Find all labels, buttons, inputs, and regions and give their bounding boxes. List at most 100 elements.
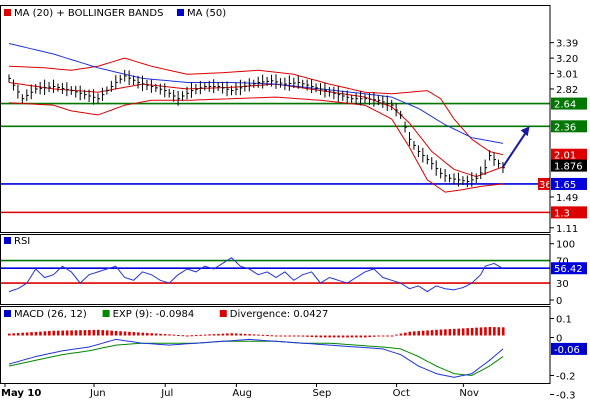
divergence-bar <box>79 330 82 336</box>
legend-swatch <box>177 9 184 16</box>
divergence-bar <box>470 327 474 336</box>
divergence-bar <box>346 335 349 338</box>
divergence-bar <box>404 332 407 336</box>
divergence-bar <box>493 327 496 336</box>
level-1.65-tag-label: 1.65 <box>554 180 576 191</box>
rsi-tick-label: 0 <box>556 296 562 307</box>
rsi-line <box>8 257 504 293</box>
divergence-bar <box>359 335 363 338</box>
rsi-tick-label: 30 <box>556 279 569 290</box>
legend-label: MACD (26, 12) <box>14 309 87 320</box>
divergence-bar <box>484 327 487 336</box>
ma50-line <box>8 43 504 144</box>
level-2.64-tag-bg <box>551 97 587 110</box>
divergence-bar <box>226 333 229 336</box>
divergence-bar <box>288 335 291 337</box>
divergence-bar <box>355 335 358 338</box>
divergence-bar <box>453 328 456 336</box>
divergence-bar <box>301 335 305 337</box>
divergence-bar <box>105 330 109 336</box>
forecast-arrow <box>502 126 530 168</box>
divergence-bar <box>12 333 16 336</box>
divergence-bar <box>297 335 300 337</box>
divergence-bar <box>61 330 64 336</box>
x-tick-label: Aug <box>232 388 252 399</box>
divergence-bar <box>310 335 314 338</box>
divergence-bar <box>243 333 247 336</box>
divergence-bar <box>435 329 438 336</box>
band-tag-bg <box>538 177 550 190</box>
rsi-levels <box>0 259 550 284</box>
rsi-axis: 100 0 70 30 56.42 <box>550 240 587 307</box>
bollinger-lower-band <box>8 96 504 193</box>
divergence-bar <box>101 330 105 336</box>
macd-tick-label: -0.3 <box>556 391 576 400</box>
divergence-bar <box>16 333 20 336</box>
divergence-bar <box>30 332 33 336</box>
legend-label: Divergence: 0.0427 <box>230 309 329 320</box>
divergence-bar <box>283 335 287 337</box>
level-2.36-tag-bg <box>551 120 587 133</box>
legend-label: MA (50) <box>187 8 226 19</box>
divergence-bar <box>399 333 403 336</box>
divergence-bar <box>65 330 69 336</box>
panel-frame <box>0 306 551 384</box>
divergence-bar <box>230 333 234 336</box>
rsi-tick-label: 70 <box>556 257 569 268</box>
divergence-bar <box>163 334 167 336</box>
divergence-bar <box>212 334 216 336</box>
price-axis: 3.39 3.20 3.01 2.82 1.49 1.11 2.64 2.36 1.65 1.3 2… <box>538 39 587 235</box>
divergence-bar <box>217 333 220 336</box>
panel-frame <box>0 234 551 305</box>
divergence-bar <box>194 335 198 337</box>
value-1.876-tag-bg <box>551 159 587 172</box>
divergence-bar <box>52 330 56 336</box>
divergence-bar <box>421 330 425 336</box>
level-2.36-tag-label: 2.36 <box>554 122 576 133</box>
divergence-bar <box>25 332 29 336</box>
divergence-bar <box>119 331 122 336</box>
divergence-bar <box>439 329 443 336</box>
divergence-bar <box>208 334 211 336</box>
divergence-bar <box>48 331 51 336</box>
divergence-bar <box>239 333 242 336</box>
divergence-bar <box>444 329 447 336</box>
price-tick-label: 3.01 <box>556 70 578 81</box>
legend-swatch <box>4 310 11 317</box>
x-tick-label: Oct <box>393 388 410 399</box>
macd-line <box>8 338 504 378</box>
rsi-tick-label: 100 <box>556 240 575 251</box>
rsi-value-tag-label: 56.42 <box>554 264 583 275</box>
divergence-bar <box>186 335 189 337</box>
divergence-bar <box>275 335 278 337</box>
macd-panel: 0.1 0 -0.2 -0.3 -0.06 MACD (26, 12) EXP (9): … <box>4 309 587 400</box>
divergence-bar <box>114 330 118 336</box>
rsi-value-tag-bg <box>551 262 587 275</box>
divergence-bar <box>364 335 367 338</box>
legend-swatch <box>4 9 11 16</box>
price-tick-label: 1.49 <box>556 193 578 204</box>
divergence-bar <box>466 328 469 336</box>
divergence-bar <box>132 332 136 336</box>
macd-value-tag-label: -0.06 <box>554 345 580 356</box>
divergence-bar <box>279 335 283 337</box>
divergence-bar <box>43 331 47 336</box>
divergence-bar <box>408 331 412 336</box>
divergence-bar <box>70 330 73 336</box>
divergence-bar <box>395 334 398 336</box>
divergence-bar <box>368 335 372 338</box>
divergence-bar <box>8 333 11 336</box>
divergence-bar <box>74 330 78 336</box>
divergence-bar <box>168 334 171 336</box>
level-2.64-tag-label: 2.64 <box>554 100 576 111</box>
macd-tick-label: 0 <box>556 334 562 345</box>
price-panel: 3.39 3.20 3.01 2.82 1.49 1.11 2.64 2.36 1.65 1.3 2… <box>0 8 587 235</box>
value-2.01-tag-bg <box>551 148 587 161</box>
x-tick-label: May 10 <box>1 388 41 399</box>
value-2.01-tag-label: 2.01 <box>554 151 576 162</box>
legend-label: RSI <box>14 236 30 247</box>
divergence-bar <box>372 335 376 337</box>
divergence-bar <box>137 332 140 336</box>
